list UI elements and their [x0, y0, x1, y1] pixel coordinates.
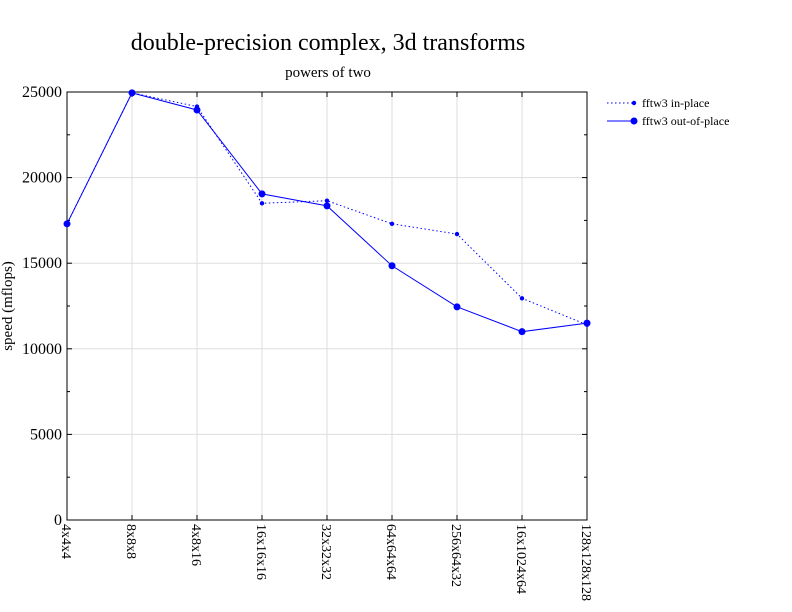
series-1-point [63, 220, 71, 228]
series-1-point [518, 328, 526, 336]
x-tick-label: 4x4x4 [58, 524, 73, 559]
legend-label-1: fftw3 out-of-place [642, 114, 729, 128]
x-tick-label: 32x32x32 [318, 524, 333, 580]
x-tick-label: 16x16x16 [253, 524, 268, 580]
legend: fftw3 in-place fftw3 out-of-place [607, 96, 729, 128]
grid [66, 91, 588, 521]
series-1-point [128, 89, 136, 97]
y-tick-label: 10000 [22, 341, 62, 358]
y-tick-label: 25000 [22, 84, 62, 101]
x-tick-label: 128x128x128 [578, 524, 593, 601]
y-tick-label: 5000 [30, 426, 62, 443]
legend-label-0: fftw3 in-place [642, 96, 709, 110]
series-0-point [324, 198, 330, 203]
axes: 0 5000 10000 15000 20000 25000 4x4x4 8x8x8 4x8x1… [22, 84, 593, 601]
legend-marker-1 [630, 117, 638, 125]
series-line-0 [66, 92, 588, 326]
plot-frame [66, 91, 588, 521]
y-tick-label: 20000 [22, 170, 62, 187]
series-0-point [519, 296, 525, 301]
series-1-point [388, 262, 396, 270]
series-1-point [193, 106, 201, 114]
series [63, 89, 591, 336]
series-1-point [583, 319, 591, 327]
chart-title: double-precision complex, 3d transforms [131, 30, 526, 56]
x-tick-label: 8x8x8 [123, 524, 138, 559]
series-0-point [454, 231, 460, 237]
series-0-point [389, 221, 395, 227]
x-tick-label: 4x8x16 [188, 524, 203, 566]
series-1-point [323, 202, 331, 210]
series-0-point [259, 201, 265, 206]
y-tick-label: 15000 [22, 255, 62, 272]
legend-marker-0 [631, 100, 637, 106]
x-tick-label: 16x1024x64 [513, 524, 528, 594]
y-axis-label: speed (mflops) [0, 261, 16, 351]
y-tick-label: 0 [54, 512, 62, 529]
series-1-point [258, 190, 266, 198]
x-tick-label: 256x64x32 [448, 524, 463, 587]
series-1-point [453, 303, 461, 311]
x-tick-label: 64x64x64 [383, 524, 398, 580]
chart-subtitle: powers of two [285, 65, 371, 81]
